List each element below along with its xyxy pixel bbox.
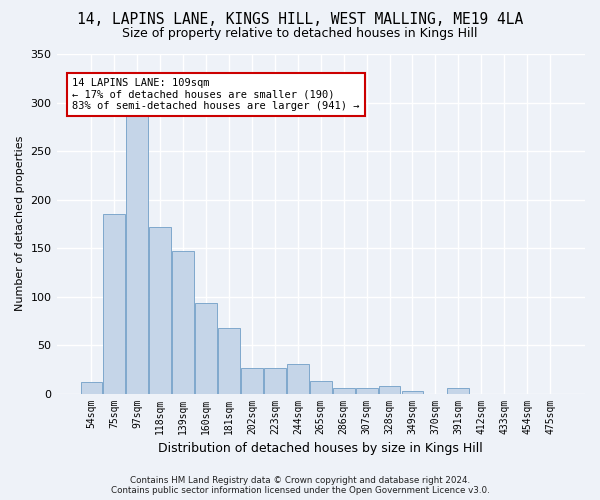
Bar — [127, 112, 148, 394]
Bar — [287, 364, 309, 394]
Bar — [379, 386, 400, 394]
Bar — [80, 382, 103, 394]
Bar — [218, 328, 240, 394]
Bar — [241, 368, 263, 394]
Y-axis label: Number of detached properties: Number of detached properties — [15, 136, 25, 312]
Bar — [195, 304, 217, 394]
Text: Contains HM Land Registry data © Crown copyright and database right 2024.
Contai: Contains HM Land Registry data © Crown c… — [110, 476, 490, 495]
Bar — [310, 381, 332, 394]
Bar — [172, 251, 194, 394]
Bar — [448, 388, 469, 394]
Text: 14, LAPINS LANE, KINGS HILL, WEST MALLING, ME19 4LA: 14, LAPINS LANE, KINGS HILL, WEST MALLIN… — [77, 12, 523, 28]
Text: 14 LAPINS LANE: 109sqm
← 17% of detached houses are smaller (190)
83% of semi-de: 14 LAPINS LANE: 109sqm ← 17% of detached… — [73, 78, 360, 111]
Text: Size of property relative to detached houses in Kings Hill: Size of property relative to detached ho… — [122, 28, 478, 40]
Bar — [356, 388, 377, 394]
X-axis label: Distribution of detached houses by size in Kings Hill: Distribution of detached houses by size … — [158, 442, 483, 455]
Bar — [103, 214, 125, 394]
Bar — [401, 390, 424, 394]
Bar — [149, 226, 171, 394]
Bar — [264, 368, 286, 394]
Bar — [333, 388, 355, 394]
